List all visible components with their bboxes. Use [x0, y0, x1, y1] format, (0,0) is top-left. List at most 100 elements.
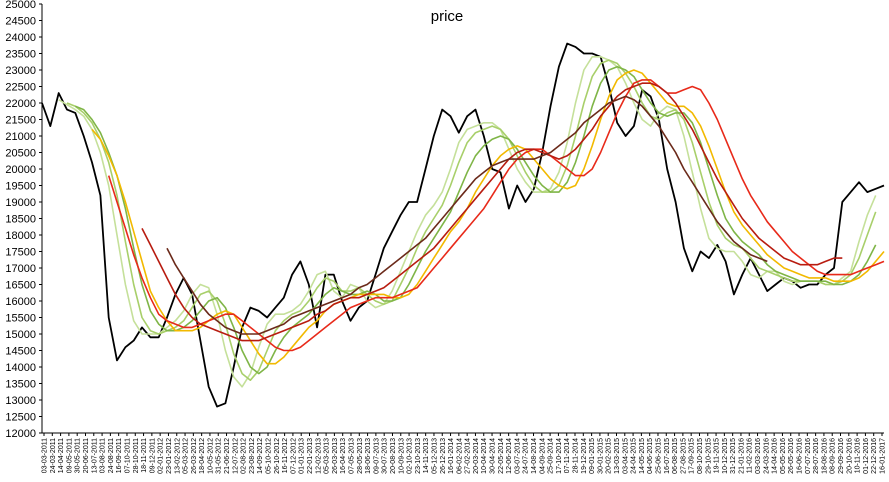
- x-tick-label: 07-11-2014: [564, 438, 571, 473]
- y-tick-label: 15500: [5, 313, 36, 325]
- x-tick-label: 20-02-2015: [606, 438, 613, 474]
- x-tick-label: 07-12-2012: [290, 438, 297, 474]
- x-tick-label: 19-12-2014: [581, 438, 588, 474]
- x-tick-label: 16-06-2016: [797, 438, 804, 474]
- x-tick-label: 09-01-2015: [589, 438, 596, 474]
- x-tick-label: 24-08-2011: [108, 438, 115, 473]
- x-tick-label: 05-03-2012: [183, 438, 190, 474]
- x-tick-label: 14-08-2014: [531, 438, 538, 474]
- moving-average-line-1: [58, 55, 877, 388]
- x-tick-label: 26-03-2012: [191, 438, 198, 474]
- x-tick-label: 16-09-2011: [116, 438, 123, 473]
- y-tick-label: 24000: [5, 32, 36, 44]
- x-tick-label: 24-03-2011: [50, 438, 57, 473]
- y-tick-label: 17500: [5, 247, 36, 259]
- moving-average-line-3: [75, 65, 877, 375]
- x-tick-label: 07-10-2011: [124, 438, 131, 473]
- x-tick-label: 13-02-2012: [174, 438, 181, 474]
- y-tick-label: 13000: [5, 395, 36, 407]
- moving-average-line-4: [91, 69, 885, 365]
- x-tick-label: 30-01-2015: [597, 438, 604, 474]
- x-tick-label: 11-02-2016: [747, 438, 754, 473]
- y-tick-label: 16500: [5, 280, 36, 292]
- moving-average-line-6: [141, 82, 843, 342]
- x-tick-label: 30-07-2013: [382, 438, 389, 474]
- x-tick-label: 23-01-2012: [166, 438, 173, 474]
- x-tick-label: 05-12-2013: [431, 438, 438, 474]
- x-axis: 03-03-2011 24-03-2011 14-04-2011 09-05-2011…: [42, 433, 887, 474]
- y-axis: 12000 12500 13000 13500 14000 14500 15000 15500…: [5, 0, 42, 440]
- y-tick-label: 19500: [5, 181, 36, 193]
- x-tick-label: 29-09-2016: [838, 438, 845, 474]
- y-tick-label: 12000: [5, 428, 36, 440]
- x-tick-label: 14-04-2011: [58, 438, 65, 473]
- x-tick-label: 20-03-2014: [473, 438, 480, 474]
- y-tick-label: 21000: [5, 131, 36, 143]
- x-tick-label: 09-07-2013: [373, 438, 380, 474]
- x-tick-label: 24-07-2014: [523, 438, 530, 474]
- x-tick-label: 25-06-2015: [655, 438, 662, 474]
- x-tick-label: 12-02-2013: [315, 438, 322, 474]
- x-tick-label: 13-03-2015: [614, 438, 621, 474]
- x-tick-label: 17-10-2014: [556, 438, 563, 474]
- x-tick-label: 20-08-2013: [390, 438, 397, 474]
- x-tick-label: 17-09-2015: [689, 438, 696, 474]
- x-tick-label: 04-09-2014: [539, 438, 546, 474]
- x-tick-label: 31-05-2012: [216, 438, 223, 474]
- x-tick-label: 08-09-2016: [830, 438, 837, 474]
- x-tick-label: 06-02-2014: [456, 438, 463, 474]
- x-tick-label: 10-05-2012: [207, 438, 214, 474]
- x-tick-label: 22-12-2016: [871, 438, 878, 474]
- y-tick-label: 23500: [5, 49, 36, 61]
- x-tick-label: 04-06-2015: [647, 438, 654, 474]
- x-tick-label: 18-08-2016: [821, 438, 828, 474]
- x-tick-label: 01-01-2013: [299, 438, 306, 474]
- y-tick-label: 14500: [5, 346, 36, 358]
- y-tick-label: 25000: [5, 0, 36, 11]
- x-tick-label: 03-07-2014: [514, 438, 521, 474]
- x-tick-label: 10-09-2013: [398, 438, 405, 474]
- y-tick-label: 17000: [5, 263, 36, 275]
- moving-average-line-2: [66, 59, 877, 382]
- x-tick-label: 16-07-2015: [664, 438, 671, 474]
- moving-average-line-5: [107, 79, 885, 352]
- y-tick-label: 22500: [5, 82, 36, 94]
- y-tick-label: 16000: [5, 296, 36, 308]
- x-tick-label: 27-02-2014: [465, 438, 472, 474]
- x-tick-label: 23-08-2012: [249, 438, 256, 474]
- x-tick-label: 24-04-2015: [631, 438, 638, 474]
- x-tick-label: 12-06-2014: [506, 438, 513, 474]
- x-tick-label: 14-05-2015: [639, 438, 646, 474]
- x-tick-label: 14-11-2013: [423, 438, 430, 473]
- x-tick-label: 20-10-2016: [846, 438, 853, 474]
- y-tick-label: 15000: [5, 329, 36, 341]
- x-tick-label: 29-10-2015: [705, 438, 712, 474]
- x-tick-label: 05-10-2012: [266, 438, 273, 474]
- y-tick-label: 14000: [5, 362, 36, 374]
- x-tick-label: 02-08-2012: [241, 438, 248, 474]
- x-tick-label: 09-12-2011: [149, 438, 156, 473]
- x-tick-label: 12-07-2012: [232, 438, 239, 474]
- x-tick-label: 03-08-2011: [100, 438, 107, 473]
- plot-frame: [41, 4, 884, 434]
- x-tick-label: 03-03-2016: [755, 438, 762, 474]
- x-tick-label: 01-12-2016: [863, 438, 870, 474]
- x-tick-label: 20-06-2011: [83, 438, 90, 473]
- moving-average-line-7: [166, 95, 768, 335]
- x-tick-label: 03-03-2011: [42, 438, 49, 473]
- x-tick-label: 10-11-2016: [855, 438, 862, 473]
- x-tick-label: 30-05-2011: [75, 438, 82, 473]
- x-tick-label: 08-10-2015: [697, 438, 704, 474]
- x-tick-label: 28-10-2011: [133, 438, 140, 473]
- x-tick-label: 28-07-2016: [813, 438, 820, 474]
- chart-title: price: [431, 8, 464, 25]
- y-tick-label: 13500: [5, 379, 36, 391]
- price-series-line: [41, 42, 885, 408]
- x-tick-label: 16-11-2012: [282, 438, 289, 473]
- x-tick-label: 14-09-2012: [257, 438, 264, 474]
- x-tick-label: 24-03-2016: [763, 438, 770, 474]
- x-tick-label: 30-04-2014: [490, 438, 497, 474]
- x-tick-label: 03-04-2015: [622, 438, 629, 474]
- x-tick-label: 28-05-2013: [357, 438, 364, 474]
